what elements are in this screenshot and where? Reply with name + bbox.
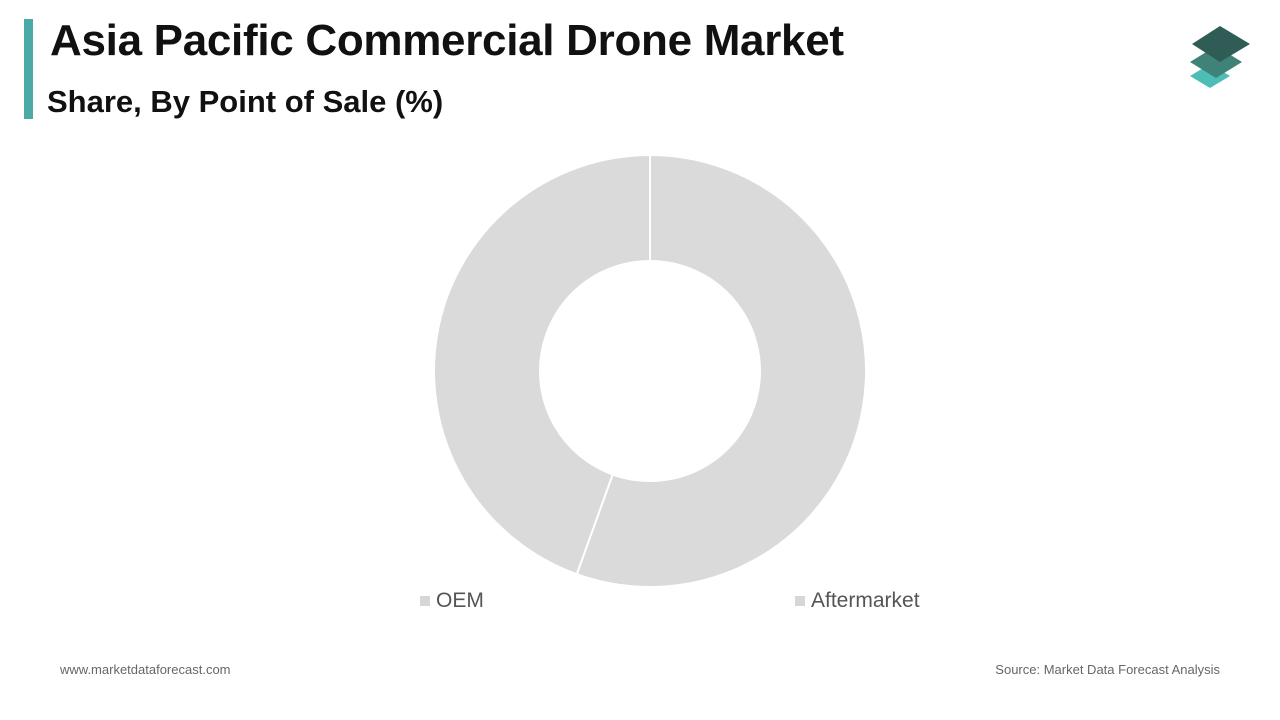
- footer-source: Source: Market Data Forecast Analysis: [995, 662, 1220, 677]
- title-accent-bar: [24, 19, 33, 119]
- legend-item-aftermarket: Aftermarket: [795, 589, 920, 613]
- legend-swatch-oem: [420, 596, 430, 606]
- donut-slice-aftermarket: [575, 153, 867, 588]
- legend-label-aftermarket: Aftermarket: [811, 589, 920, 612]
- footer-website: www.marketdataforecast.com: [60, 662, 231, 677]
- legend-item-oem: OEM: [420, 589, 484, 613]
- legend-swatch-aftermarket: [795, 596, 805, 606]
- stacked-layers-icon: [1190, 26, 1250, 88]
- page-subtitle: Share, By Point of Sale (%): [47, 84, 444, 119]
- page-title: Asia Pacific Commercial Drone Market: [50, 16, 844, 65]
- donut-slice-oem: [433, 153, 651, 576]
- legend-label-oem: OEM: [436, 589, 484, 612]
